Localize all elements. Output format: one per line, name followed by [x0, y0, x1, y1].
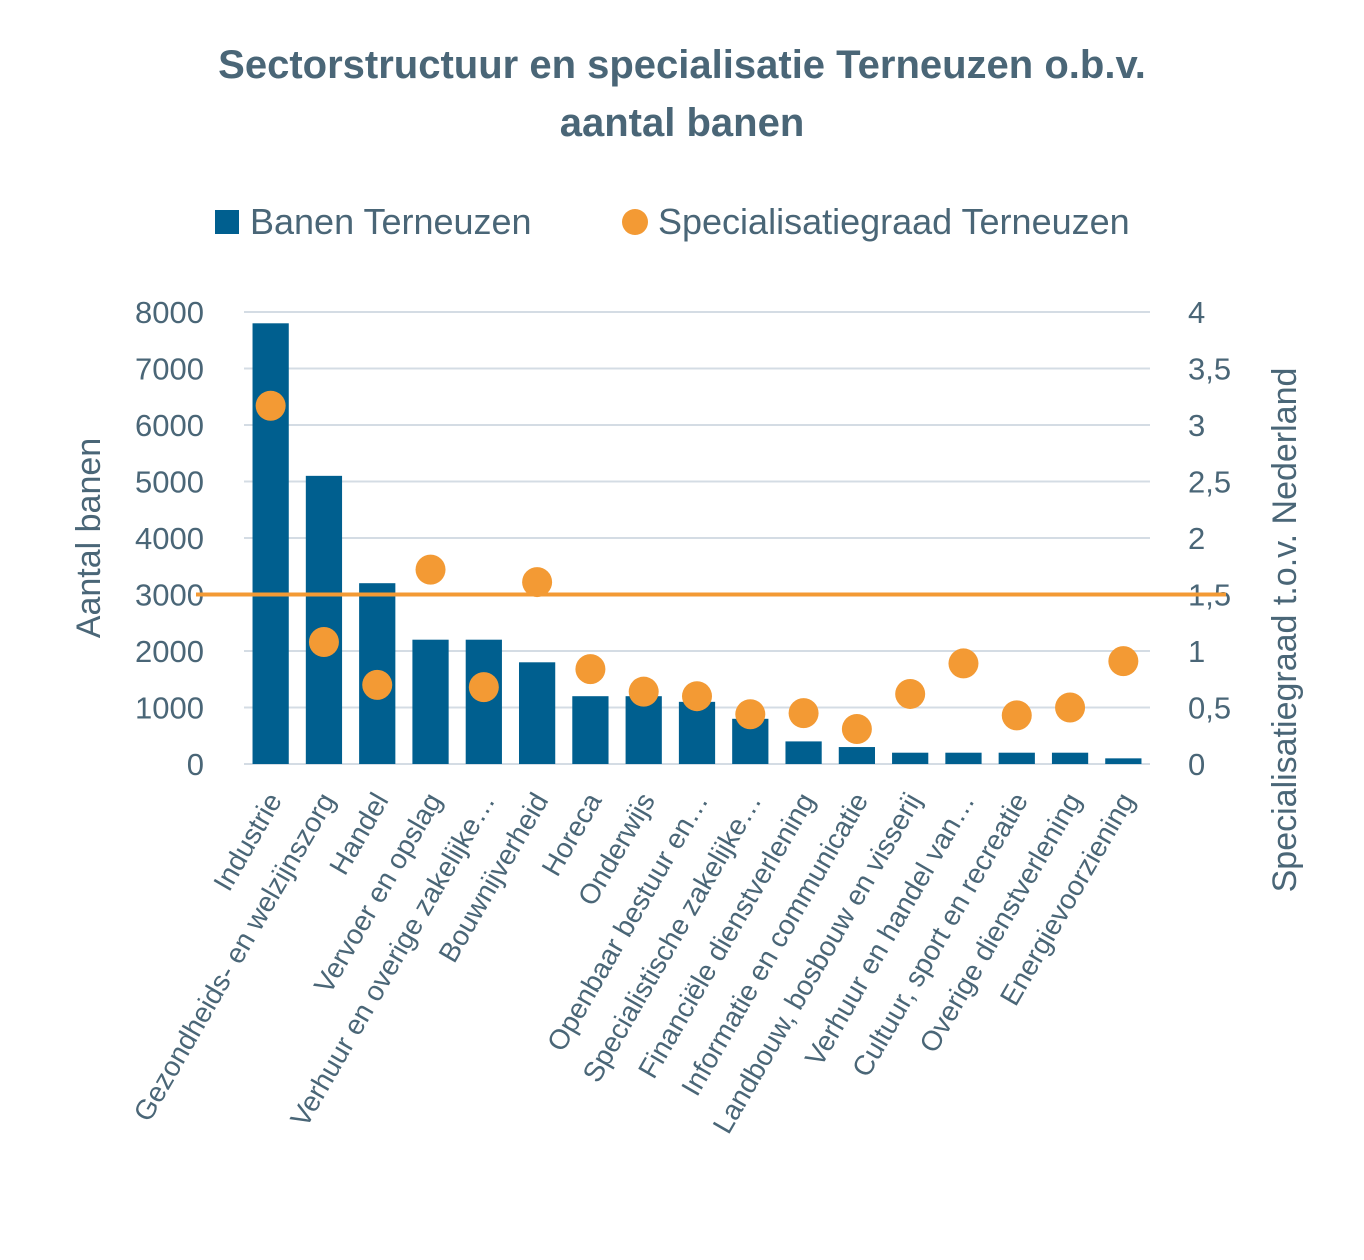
bar	[252, 323, 289, 764]
chart-title-line-1: Sectorstructuur en specialisatie Terneuz…	[218, 43, 1146, 87]
y-right-tick-label: 2	[1188, 521, 1205, 556]
y-right-tick-label: 0	[1188, 747, 1205, 782]
legend: Banen Terneuzen Specialisatiegraad Terne…	[215, 201, 1130, 242]
bar	[998, 752, 1035, 764]
specialisation-dot	[841, 713, 872, 744]
left-axis: 0 1000 2000 3000 4000 5000 6000 7000 8000	[135, 295, 204, 782]
y-left-tick-label: 7000	[135, 352, 204, 387]
specialisation-dot	[735, 699, 766, 730]
bar	[625, 696, 662, 764]
specialisation-dot	[362, 669, 393, 700]
legend-dot-label: Specialisatiegraad Terneuzen	[658, 201, 1130, 242]
specialisation-dot	[1108, 646, 1139, 677]
y-left-tick-label: 6000	[135, 408, 204, 443]
y-left-tick-label: 8000	[135, 295, 204, 330]
bar-series	[252, 323, 1142, 764]
specialisation-dot	[255, 390, 286, 421]
specialisation-dot	[948, 648, 979, 679]
bar	[412, 639, 449, 764]
bar	[518, 662, 556, 764]
legend-bar-label: Banen Terneuzen	[250, 201, 532, 242]
y-right-tick-label: 3,5	[1188, 352, 1231, 387]
bar	[838, 747, 876, 764]
y-left-tick-label: 4000	[135, 521, 204, 556]
legend-dot-swatch	[622, 209, 648, 235]
specialisation-dot	[1001, 700, 1032, 731]
y-right-tick-label: 4	[1188, 295, 1205, 330]
bar	[1051, 752, 1089, 764]
legend-bar-swatch	[215, 210, 239, 234]
y-left-tick-label: 5000	[135, 465, 204, 500]
y-right-tick-label: 3	[1188, 408, 1205, 443]
y-left-tick-label: 1000	[135, 691, 204, 726]
y-left-axis-title: Aantal banen	[70, 438, 108, 638]
y-left-tick-label: 0	[187, 747, 204, 782]
bar	[572, 696, 609, 764]
y-right-tick-label: 2,5	[1188, 465, 1231, 500]
bar	[1105, 758, 1142, 764]
dot-series	[255, 390, 1139, 744]
specialisation-dot	[895, 678, 926, 709]
bar	[892, 752, 929, 764]
y-right-tick-label: 0,5	[1188, 691, 1231, 726]
specialisation-dot	[468, 672, 499, 703]
bar	[678, 701, 716, 764]
specialisation-dot	[575, 654, 606, 685]
bar	[785, 741, 822, 764]
specialisation-dot	[522, 567, 553, 598]
specialisation-dot	[308, 626, 339, 657]
specialisation-dot	[788, 698, 819, 729]
specialisation-dot	[1055, 692, 1086, 723]
chart-title-line-2: aantal banen	[560, 101, 805, 145]
y-right-tick-label: 1	[1188, 634, 1205, 669]
specialisation-dot	[415, 554, 446, 585]
specialisation-dot	[628, 676, 659, 707]
y-right-axis-title: Specialisatiegraad t.o.v. Nederland	[1266, 368, 1304, 893]
bar	[945, 752, 982, 764]
specialisation-dot	[682, 681, 712, 712]
y-left-tick-label: 2000	[135, 634, 204, 669]
y-left-tick-label: 3000	[135, 578, 204, 613]
bar	[305, 475, 343, 764]
right-axis: 00,511,522,533,54	[1188, 295, 1231, 782]
